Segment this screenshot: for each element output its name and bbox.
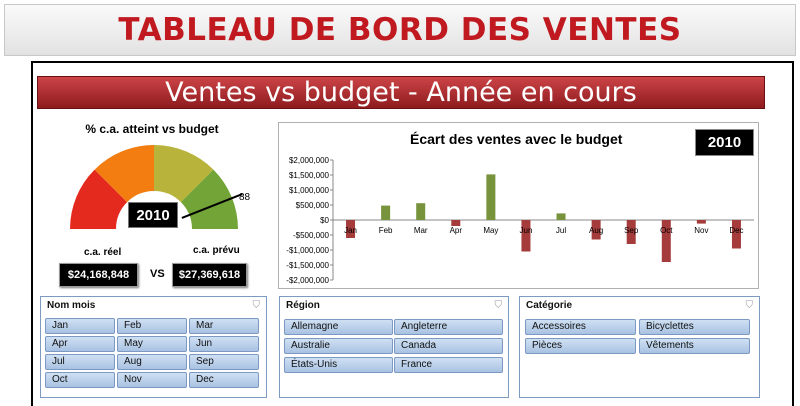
slicer-item-pièces[interactable]: Pièces [525,338,636,354]
x-tick-label: Jan [344,226,357,235]
y-tick-label: -$500,000 [293,231,330,240]
gauge-title: % c.a. atteint vs budget [85,122,219,136]
slicer-item-mar[interactable]: Mar [189,318,259,334]
gauge-segment-red [70,169,128,229]
slicer-item-accessoires[interactable]: Accessoires [525,319,636,335]
bar-sep [626,220,636,244]
gauge-segment-olive [154,145,214,203]
x-tick-label: Feb [379,226,393,235]
budget-sales-value: $27,369,618 [172,263,247,287]
bar-oct [661,220,671,262]
actual-sales-value: $24,168,848 [59,263,138,287]
y-tick-label: -$2,000,000 [286,276,329,285]
bar-jan [346,220,356,238]
x-tick-label: Jul [556,226,566,235]
slicer-item-jun[interactable]: Jun [189,336,259,352]
slicer-item-apr[interactable]: Apr [45,336,115,352]
y-tick-label: $1,500,000 [289,171,330,180]
bar-nov [696,220,706,224]
clear-filter-icon[interactable]: ⛉ [252,300,261,311]
slicer-item-france[interactable]: France [394,357,503,373]
slicer-item-oct[interactable]: Oct [45,372,115,388]
chart-title: Écart des ventes avec le budget [410,131,623,147]
slicer-item-canada[interactable]: Canada [394,338,503,354]
x-tick-label: May [483,226,498,235]
x-tick-label: Apr [450,226,463,235]
slicer-item-jul[interactable]: Jul [45,354,115,370]
slicer-item-may[interactable]: May [117,336,187,352]
y-tick-label: $500,000 [296,201,330,210]
bar-dec [731,220,741,249]
chart-year-badge: 2010 [695,129,754,156]
slicer-region-title: Région [286,300,320,311]
slicer-category-title: Catégorie [526,300,573,311]
y-tick-label: $2,000,000 [289,156,330,165]
gauge-year-badge: 2010 [128,202,178,228]
bar-feb [381,205,391,220]
x-tick-label: Oct [660,226,673,235]
slicer-item-bicyclettes[interactable]: Bicyclettes [639,319,750,335]
x-tick-label: Sep [624,226,639,235]
slicer-item-nov[interactable]: Nov [117,372,187,388]
variance-bar-chart: $2,000,000 $1,500,000 $1,000,000 $500,000 $0… [286,156,754,285]
gauge-segment-green [180,169,238,229]
bar-mar [416,203,426,220]
vs-label: VS [150,268,165,280]
variance-chart-frame [278,122,759,289]
dashboard-header: TABLEAU DE BORD DES VENTES [4,4,796,56]
bar-may [486,174,496,220]
y-tick-label: $0 [320,216,329,225]
slicer-item-feb[interactable]: Feb [117,318,187,334]
actual-sales-label: c.a. réel [84,247,122,258]
slicer-item-aug[interactable]: Aug [117,354,187,370]
slicer-item-angleterre[interactable]: Angleterre [394,319,503,335]
slicer-item-australie[interactable]: Australie [284,338,393,354]
slicer-item-allemagne[interactable]: Allemagne [284,319,393,335]
bar-jun [521,220,531,252]
x-tick-label: Aug [589,226,603,235]
gauge-needle [181,193,243,219]
budget-sales-label: c.a. prévu [193,245,240,256]
banner-title: Ventes vs budget - Année en cours [165,77,637,108]
gauge-value-label: 88 [239,192,251,203]
bar-aug [591,220,601,240]
y-tick-label: -$1,000,000 [286,246,329,255]
slicer-months-title: Nom mois [47,300,96,311]
gauge-chart [70,145,243,229]
bar-apr [451,220,461,226]
slicer-item-sep[interactable]: Sep [189,354,259,370]
x-tick-label: Nov [694,226,708,235]
slicer-category: Catégorie ⛉ Accessoires Bicyclettes Pièces… [519,296,760,398]
slicer-months: Nom mois ⛉ Jan Feb Mar Apr May Jun Jul Aug Sep Oc… [40,296,267,398]
x-tick-label: Mar [414,226,428,235]
slicer-item-états-unis[interactable]: États-Unis [284,357,393,373]
slicer-item-vêtements[interactable]: Vêtements [639,338,750,354]
slicer-item-dec[interactable]: Dec [189,372,259,388]
slicer-region: Région ⛉ Allemagne Angleterre Australie Can… [279,296,509,398]
y-tick-label: $1,000,000 [289,186,330,195]
gauge-segment-orange [94,145,154,203]
clear-filter-icon[interactable]: ⛉ [494,300,503,311]
x-tick-label: Dec [729,226,743,235]
slicer-item-jan[interactable]: Jan [45,318,115,334]
clear-filter-icon[interactable]: ⛉ [745,300,754,311]
x-tick-label: Jun [520,226,533,235]
bar-jul [556,213,566,220]
dashboard-title: TABLEAU DE BORD DES VENTES [118,12,682,48]
section-banner: Ventes vs budget - Année en cours [37,76,765,109]
y-tick-label: -$1,500,000 [286,261,329,270]
